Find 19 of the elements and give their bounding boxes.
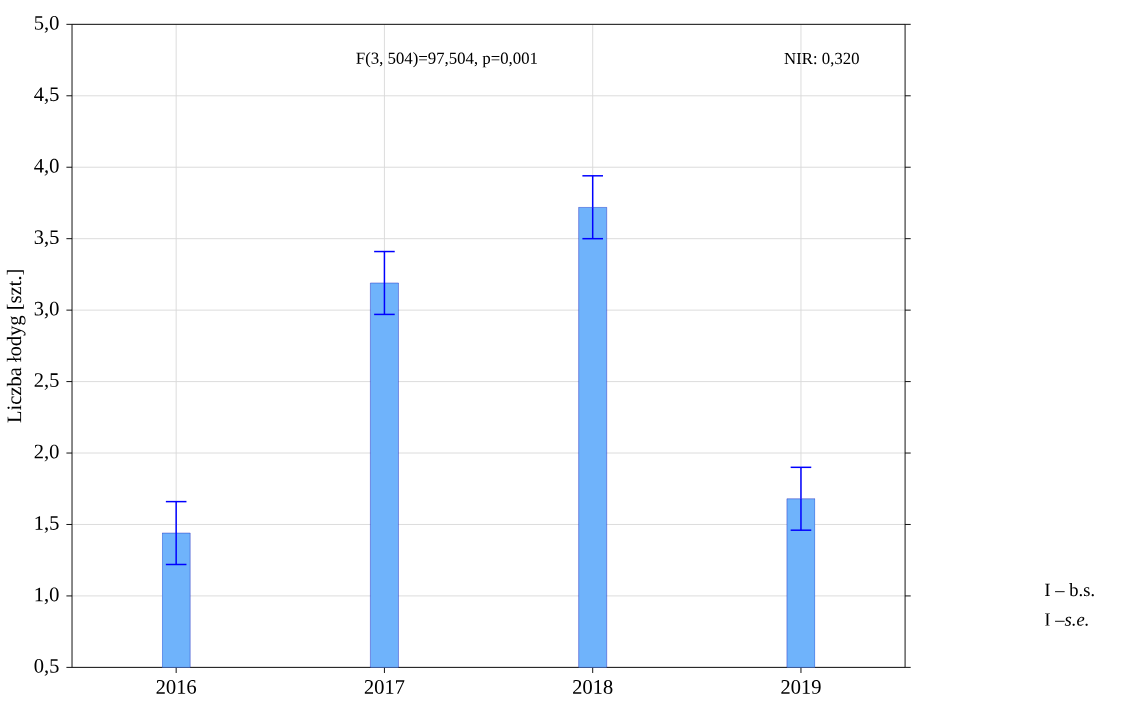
text: I – b.s. [1045,583,1094,597]
y-tick-label: 1,0 [35,587,59,605]
y-tick-label: 4,0 [34,159,59,176]
y-tick-label: 5,0 [34,16,59,33]
y-tick-label: 2,0 [34,444,59,462]
y-tick-label: 3,5 [34,230,59,248]
y-tick-label: 0,5 [34,659,59,677]
x-tick-label: 2016 [156,680,197,695]
y-tick-label: 4,5 [34,87,59,105]
text: I –s.e. [1045,613,1088,627]
y-axis-title: Liczba łodyg [szt.] [6,270,26,423]
annotation: NIR: 0,320 [784,53,859,67]
x-tick-label: 2019 [781,680,821,695]
x-tick-label: 2018 [573,680,613,695]
y-tick-label: 2,5 [34,373,59,391]
annotation: F(3, 504)=97,504, p=0,001 [356,52,537,68]
x-tick-label: 2017 [364,680,405,695]
y-tick-label: 3,0 [34,301,59,319]
y-tick-label: 1,5 [35,516,59,534]
